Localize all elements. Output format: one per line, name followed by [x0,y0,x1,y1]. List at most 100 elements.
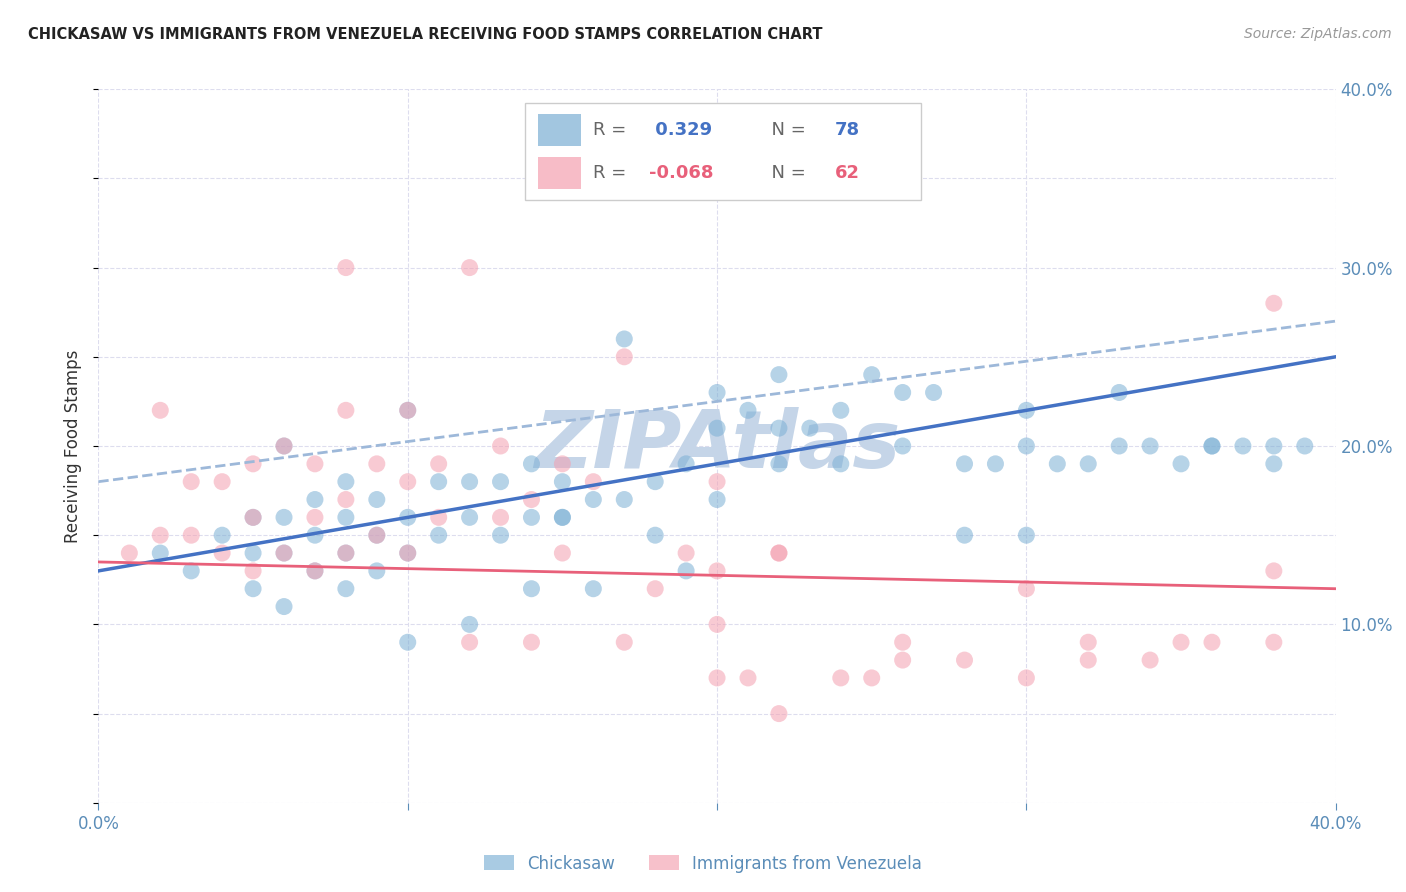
Point [366,457,388,471]
Point [1015,439,1038,453]
Point [304,564,326,578]
Point [458,260,481,275]
Point [273,510,295,524]
Point [830,403,852,417]
Point [582,492,605,507]
Point [582,582,605,596]
Text: R =: R = [593,164,633,182]
Bar [537,114,581,146]
Point [335,260,357,275]
Point [304,492,326,507]
Text: 62: 62 [835,164,859,182]
Point [551,510,574,524]
Point [582,475,605,489]
Point [1201,439,1223,453]
Point [273,599,295,614]
Point [768,457,790,471]
Point [891,385,914,400]
Point [335,582,357,596]
Text: ZIPAtlas: ZIPAtlas [534,407,900,485]
Point [427,510,450,524]
Point [273,546,295,560]
Point [427,475,450,489]
Point [1294,439,1316,453]
Point [118,546,141,560]
Point [180,528,202,542]
Point [706,492,728,507]
Point [551,475,574,489]
Point [1170,457,1192,471]
Point [489,475,512,489]
Point [396,403,419,417]
Text: Source: ZipAtlas.com: Source: ZipAtlas.com [1244,27,1392,41]
Point [335,546,357,560]
Point [768,421,790,435]
Point [1077,635,1099,649]
Point [242,457,264,471]
Point [366,564,388,578]
Point [273,546,295,560]
Point [458,510,481,524]
Point [335,475,357,489]
Point [180,475,202,489]
Point [644,582,666,596]
Text: R =: R = [593,121,633,139]
Point [1108,385,1130,400]
Point [1077,457,1099,471]
Point [1015,582,1038,596]
Point [706,671,728,685]
Point [520,492,543,507]
Point [180,564,202,578]
Point [613,635,636,649]
Point [489,439,512,453]
Point [1170,635,1192,649]
Point [830,457,852,471]
Point [396,403,419,417]
Point [489,510,512,524]
Point [706,564,728,578]
Point [1263,439,1285,453]
Point [242,510,264,524]
Point [953,457,976,471]
Point [304,528,326,542]
Text: N =: N = [761,164,811,182]
Point [304,564,326,578]
Point [273,439,295,453]
Point [675,546,697,560]
Point [1263,635,1285,649]
Point [706,385,728,400]
Point [1263,457,1285,471]
Point [551,457,574,471]
Text: CHICKASAW VS IMMIGRANTS FROM VENEZUELA RECEIVING FOOD STAMPS CORRELATION CHART: CHICKASAW VS IMMIGRANTS FROM VENEZUELA R… [28,27,823,42]
Point [1015,528,1038,542]
Point [396,635,419,649]
Point [613,350,636,364]
Point [273,439,295,453]
Point [706,475,728,489]
Point [396,510,419,524]
Point [1015,403,1038,417]
Point [520,582,543,596]
Point [458,635,481,649]
Point [242,546,264,560]
Point [1046,457,1069,471]
Text: 78: 78 [835,121,859,139]
Text: N =: N = [761,121,811,139]
Point [675,564,697,578]
Point [984,457,1007,471]
Point [860,368,883,382]
Point [768,706,790,721]
Point [366,528,388,542]
Point [644,475,666,489]
Point [737,671,759,685]
Point [830,671,852,685]
Point [458,617,481,632]
Point [396,546,419,560]
Point [335,403,357,417]
Legend: Chickasaw, Immigrants from Venezuela: Chickasaw, Immigrants from Venezuela [478,848,928,880]
Point [1139,439,1161,453]
Point [706,617,728,632]
Point [458,475,481,489]
Point [768,546,790,560]
Point [953,653,976,667]
